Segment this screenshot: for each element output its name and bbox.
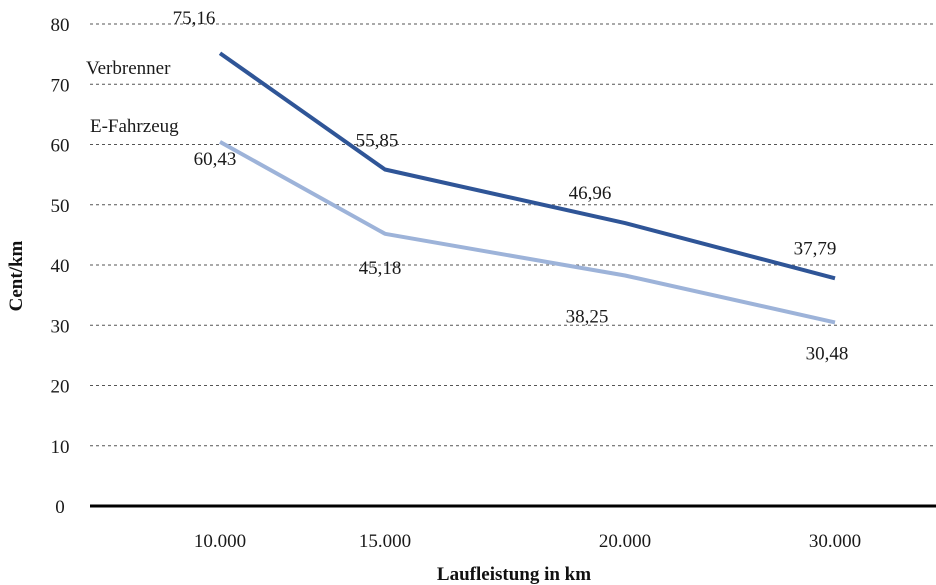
y-tick-label: 30 <box>51 316 70 337</box>
data-labels: 75,16 55,85 46,96 37,79 60,43 45,18 38,25 30,48 <box>173 8 849 364</box>
series-line-verbrenner <box>218 51 836 281</box>
y-tick-label: 80 <box>51 15 70 36</box>
x-tick-label: 20.000 <box>599 531 651 552</box>
y-tick-label: 70 <box>51 75 70 96</box>
y-axis-title: Cent/km <box>6 240 27 311</box>
data-label: 30,48 <box>806 343 849 364</box>
x-tick-label: 15.000 <box>359 531 411 552</box>
data-label: 55,85 <box>356 131 399 152</box>
y-tick-label: 60 <box>51 136 70 157</box>
data-label: 60,43 <box>194 149 237 170</box>
gridlines <box>90 23 936 508</box>
data-label: 45,18 <box>359 258 402 279</box>
y-tick-label: 40 <box>51 256 70 277</box>
y-tick-label: 0 <box>55 497 65 518</box>
data-label: 37,79 <box>794 238 837 259</box>
y-axis-ticks: 0 10 20 30 40 50 60 70 80 <box>51 15 70 518</box>
x-axis-title: Laufleistung in km <box>437 564 591 585</box>
y-tick-label: 20 <box>51 377 70 398</box>
x-axis-ticks: 10.000 15.000 20.000 30.000 <box>194 531 861 552</box>
data-label: 38,25 <box>566 307 609 328</box>
series-label-verbrenner: Verbrenner <box>86 58 171 79</box>
series-label-e-fahrzeug: E-Fahrzeug <box>90 116 179 137</box>
x-tick-label: 10.000 <box>194 531 246 552</box>
data-label: 46,96 <box>569 183 612 204</box>
y-tick-label: 50 <box>51 196 70 217</box>
x-tick-label: 30.000 <box>809 531 861 552</box>
data-label: 75,16 <box>173 8 216 29</box>
y-tick-label: 10 <box>51 437 70 458</box>
series-line-e-fahrzeug <box>219 140 836 325</box>
series-lines <box>218 51 836 325</box>
